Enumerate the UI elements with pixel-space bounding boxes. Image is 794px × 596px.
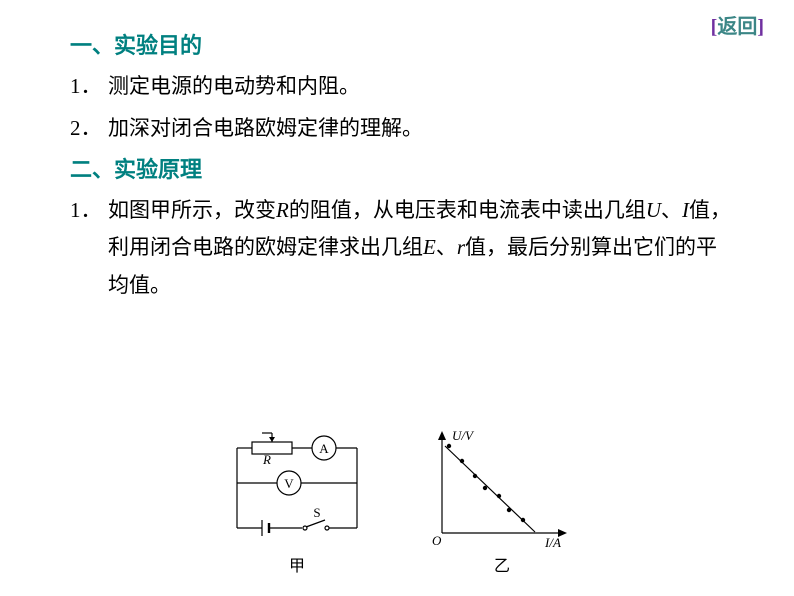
content-area: 一、实验目的 1．测定电源的电动势和内阻。 2．加深对闭合电路欧姆定律的理解。 …: [0, 0, 794, 305]
item-num: 1．: [70, 192, 108, 230]
u-i-graph: U/V I/A O: [427, 428, 577, 548]
item-text: 测定电源的电动势和内阻。: [108, 74, 360, 98]
bracket-close: ]: [757, 16, 764, 38]
text-part: 的阻值，从电压表和电流表中读出几组: [289, 198, 646, 222]
item-1: 1．测定电源的电动势和内阻。: [70, 68, 734, 106]
circuit-diagram-wrapper: R A V S 甲: [217, 428, 377, 576]
svg-text:S: S: [313, 505, 320, 520]
var-U: U: [646, 198, 661, 222]
item-text: 加深对闭合电路欧姆定律的理解。: [108, 116, 423, 140]
svg-text:V: V: [284, 476, 294, 491]
circuit-label: 甲: [217, 552, 377, 576]
text-part: 、: [436, 235, 457, 259]
graph-wrapper: U/V I/A O 乙: [427, 428, 577, 576]
var-r: r: [457, 235, 465, 259]
text-part: 如图甲所示，改变: [108, 198, 276, 222]
svg-text:A: A: [319, 441, 329, 456]
var-E: E: [423, 235, 436, 259]
graph-label: 乙: [427, 552, 577, 576]
text-part: 、: [661, 198, 682, 222]
item-num: 1．: [70, 68, 108, 106]
diagram-container: R A V S 甲 U/V I/A O 乙: [0, 428, 794, 576]
return-link[interactable]: [返回]: [711, 10, 764, 39]
section-heading-2: 二、实验原理: [70, 152, 734, 184]
svg-text:U/V: U/V: [452, 428, 475, 443]
circuit-diagram: R A V S: [217, 428, 377, 548]
return-text: 返回: [717, 16, 757, 38]
heading-num: 一、: [70, 33, 114, 58]
heading-num: 二、: [70, 157, 114, 182]
svg-text:I/A: I/A: [544, 535, 561, 548]
item-num: 2．: [70, 110, 108, 148]
svg-text:O: O: [432, 533, 442, 548]
var-R: R: [276, 198, 289, 222]
var-I: I: [682, 198, 689, 222]
principle-1: 1．如图甲所示，改变R的阻值，从电压表和电流表中读出几组U、I值，利用闭合电路的…: [70, 192, 734, 305]
section-heading-1: 一、实验目的: [70, 28, 734, 60]
item-2: 2．加深对闭合电路欧姆定律的理解。: [70, 110, 734, 148]
svg-text:R: R: [262, 452, 271, 467]
heading-title: 实验原理: [114, 157, 202, 182]
heading-title: 实验目的: [114, 33, 202, 58]
